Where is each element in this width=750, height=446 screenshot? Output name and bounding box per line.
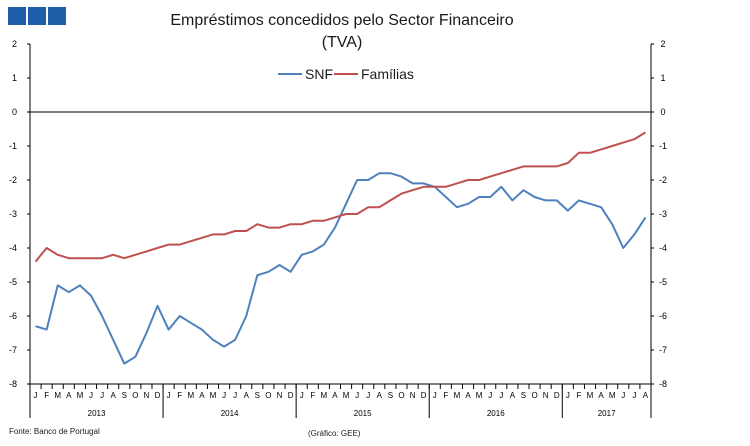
x-tick-label: J: [366, 391, 370, 400]
x-tick-label: D: [421, 391, 427, 400]
x-tick-label: D: [288, 391, 294, 400]
chart-subtitle: (TVA): [322, 34, 363, 51]
y-tick-label-left: -4: [9, 243, 17, 253]
x-tick-label: M: [77, 391, 84, 400]
y-tick-label-right: -5: [659, 277, 667, 287]
legend: SNF Famílias: [278, 66, 414, 82]
x-tick-label: M: [187, 391, 194, 400]
x-tick-label: A: [598, 391, 604, 400]
y-tick-label-right: -8: [659, 379, 667, 389]
x-tick-label: O: [265, 391, 271, 400]
x-tick-label: M: [476, 391, 483, 400]
x-tick-label: O: [531, 391, 537, 400]
x-tick-label: M: [609, 391, 616, 400]
year-label: 2013: [88, 409, 106, 418]
y-tick-label-right: -2: [659, 175, 667, 185]
x-tick-label: O: [398, 391, 404, 400]
x-tick-label: J: [621, 391, 625, 400]
x-tick-label: M: [587, 391, 594, 400]
year-label: 2014: [221, 409, 239, 418]
chart-title: Empréstimos concedidos pelo Sector Finan…: [170, 12, 513, 29]
x-tick-label: J: [355, 391, 359, 400]
y-tick-label-right: 2: [660, 39, 665, 49]
x-tick-label: O: [132, 391, 138, 400]
y-tick-label-left: -5: [9, 277, 17, 287]
x-tick-label: J: [433, 391, 437, 400]
y-tick-label-right: -4: [659, 243, 667, 253]
x-tick-label: J: [632, 391, 636, 400]
logo-block-1: [8, 7, 26, 25]
y-tick-label-left: 1: [12, 73, 17, 83]
y-tick-label-left: -2: [9, 175, 17, 185]
plot-area: [34, 131, 647, 365]
y-tick-label-left: 0: [12, 107, 17, 117]
y-tick-label-right: -7: [659, 345, 667, 355]
x-tick-label: F: [310, 391, 315, 400]
x-tick-label: A: [332, 391, 338, 400]
x-tick-label: A: [643, 391, 649, 400]
y-tick-label-left: -3: [9, 209, 17, 219]
year-label: 2015: [354, 409, 372, 418]
logo-block-3: [48, 7, 66, 25]
y-tick-label-left: 2: [12, 39, 17, 49]
y-tick-label-left: -7: [9, 345, 17, 355]
x-tick-label: J: [34, 391, 38, 400]
source-note: Fonte: Banco de Portugal: [9, 427, 100, 436]
x-tick-label: A: [66, 391, 72, 400]
x-tick-label: A: [199, 391, 205, 400]
x-tick-label: F: [576, 391, 581, 400]
x-tick-label: N: [144, 391, 150, 400]
x-tick-label: M: [343, 391, 350, 400]
y-tick-label-left: -6: [9, 311, 17, 321]
x-tick-label: A: [244, 391, 250, 400]
x-tick-label: M: [54, 391, 61, 400]
x-tick-label: N: [277, 391, 283, 400]
x-tick-label: M: [321, 391, 328, 400]
logo-block-2: [28, 7, 46, 25]
x-tick-label: A: [465, 391, 471, 400]
x-tick-label: F: [44, 391, 49, 400]
x-tick-label: N: [543, 391, 549, 400]
series-line-familias: [34, 131, 646, 263]
x-tick-label: J: [300, 391, 304, 400]
x-tick-label: A: [510, 391, 516, 400]
x-tick-label: J: [566, 391, 570, 400]
year-label: 2016: [487, 409, 505, 418]
y-axis-ticks: 2 2 1 1 0 0 -1 -1 -2 -2 -3 -3 -4 -4 -5 -5 -6 -6 -7 -7 -8 -8: [9, 39, 667, 389]
x-tick-label: J: [89, 391, 93, 400]
chart-credit: (Gráfico: GEE): [308, 429, 361, 438]
x-tick-label: J: [488, 391, 492, 400]
x-tick-label: D: [554, 391, 560, 400]
y-tick-label-right: 1: [660, 73, 665, 83]
x-tick-label: S: [255, 391, 260, 400]
x-tick-label: S: [122, 391, 127, 400]
x-tick-label: J: [222, 391, 226, 400]
x-tick-label: J: [233, 391, 237, 400]
x-tick-label: A: [377, 391, 383, 400]
x-tick-label: N: [410, 391, 416, 400]
x-tick-label: A: [110, 391, 116, 400]
x-tick-label: J: [100, 391, 104, 400]
x-tick-label: M: [210, 391, 217, 400]
y-tick-label-right: 0: [660, 107, 665, 117]
legend-label-familias: Famílias: [361, 66, 414, 82]
x-tick-label: F: [443, 391, 448, 400]
y-tick-label-left: -1: [9, 141, 17, 151]
y-tick-label-right: -3: [659, 209, 667, 219]
x-tick-label: S: [388, 391, 393, 400]
year-label: 2017: [598, 409, 616, 418]
x-tick-label: J: [499, 391, 503, 400]
x-tick-label: F: [177, 391, 182, 400]
legend-label-snf: SNF: [305, 66, 333, 82]
series-line-snf: [35, 172, 647, 365]
x-tick-label: D: [155, 391, 161, 400]
y-tick-label-left: -8: [9, 379, 17, 389]
x-tick-label: J: [167, 391, 171, 400]
x-tick-label: M: [454, 391, 461, 400]
x-tick-label: S: [521, 391, 526, 400]
y-tick-label-right: -1: [659, 141, 667, 151]
y-tick-label-right: -6: [659, 311, 667, 321]
